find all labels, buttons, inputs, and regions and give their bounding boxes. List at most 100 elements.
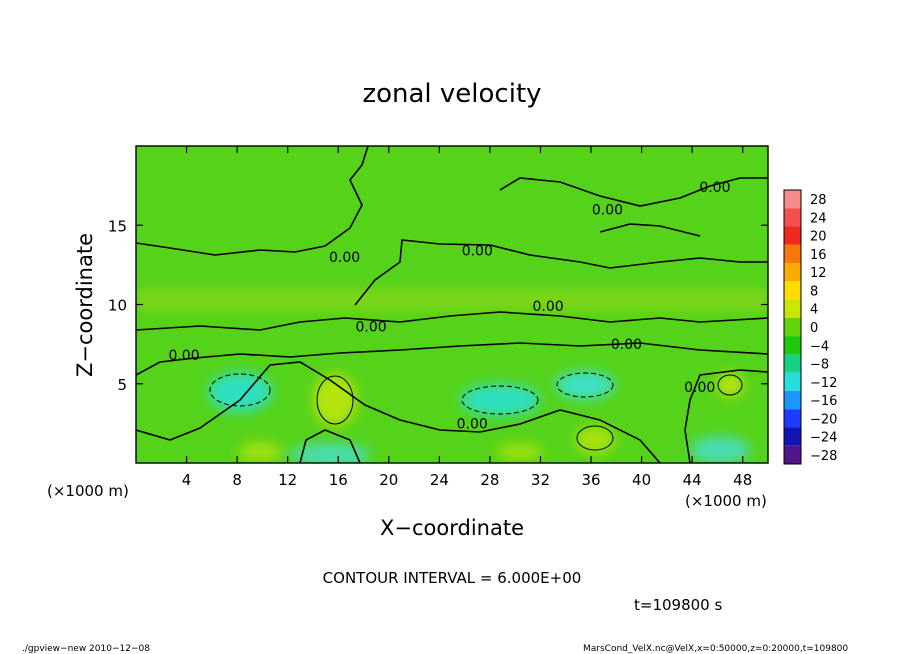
contour-line (299, 429, 361, 463)
positive-contour (316, 375, 354, 425)
negative-contours (209, 372, 614, 415)
x-unit-right: (×1000 m) (685, 492, 767, 510)
shade-cell (238, 442, 282, 462)
negative-contour (209, 373, 271, 407)
x-tick-label: 12 (278, 471, 297, 489)
positive-contour (576, 425, 614, 451)
contour-line (684, 369, 768, 463)
x-tick-label: 20 (379, 471, 398, 489)
footer-left: ./gpview−new 2010−12−08 (22, 644, 150, 654)
colorbar: 28 24 20 16 12 8 4 0 −4 −8 −12 −16 −20 −24 −28 (783, 189, 837, 465)
contour-line (136, 342, 768, 376)
colorbar-swatch (784, 208, 801, 227)
x-tick-label: 36 (581, 471, 600, 489)
colorbar-label: −8 (810, 358, 829, 373)
shade-cell (575, 426, 615, 454)
contour-label: 0.00 (457, 416, 488, 432)
velocity-field: 0.00 0.00 0.00 0.00 0.00 0.00 0.00 0.00 0.00 0.00 (136, 146, 768, 463)
colorbar-swatch (784, 336, 801, 355)
colorbar-label: 8 (810, 284, 818, 299)
negative-contour (461, 385, 539, 415)
contour-label: 0.00 (462, 244, 493, 260)
x-tick-label: 16 (329, 471, 348, 489)
x-tick-label: 8 (232, 471, 242, 489)
shade-cell (313, 374, 357, 426)
x-axis-ticks: 4 8 12 16 20 24 28 32 36 40 44 48 (182, 146, 752, 489)
colorbar-label: 12 (810, 266, 827, 281)
x-tick-label: 40 (632, 471, 651, 489)
shade-band (136, 290, 768, 310)
x-tick-label: 28 (480, 471, 499, 489)
contour-label: 0.00 (699, 180, 730, 196)
y-axis-ticks: 5 10 15 (108, 217, 768, 394)
contour-line (599, 223, 701, 237)
shade-cell (496, 444, 544, 460)
contour-label: 0.00 (356, 320, 387, 336)
shade-cell (460, 384, 540, 416)
shade-cell (555, 371, 615, 399)
x-tick-label: 44 (683, 471, 702, 489)
contour-labels: 0.00 0.00 0.00 0.00 0.00 0.00 0.00 0.00 0.00 0.00 (168, 180, 730, 432)
x-tick-label: 24 (430, 471, 449, 489)
colorbar-label: −20 (810, 412, 837, 427)
contour-label: 0.00 (532, 299, 563, 315)
colorbar-label: −12 (810, 376, 837, 391)
colorbar-label: −4 (810, 339, 829, 354)
footer-right: MarsCond_VelX.nc@VelX,x=0:50000,z=0:2000… (583, 644, 848, 654)
colorbar-label: 28 (810, 193, 827, 208)
time-label: t=109800 s (634, 596, 722, 614)
colorbar-swatch (784, 372, 801, 391)
colorbar-swatch (784, 244, 801, 264)
positive-contours (316, 374, 743, 451)
colorbar-swatch (784, 354, 801, 373)
colorbar-swatch (784, 299, 801, 318)
contour-line (136, 146, 369, 256)
colorbar-swatch (784, 317, 801, 337)
contour-label: 0.00 (168, 348, 199, 364)
colorbar-label: −28 (810, 449, 837, 464)
contour-line (136, 361, 661, 463)
colorbar-swatch (784, 226, 801, 245)
contour-line (499, 177, 768, 207)
y-tick-label: 15 (108, 217, 127, 235)
shade-cell (716, 373, 744, 397)
colorbar-label: 24 (810, 211, 827, 226)
contour-interval-note: CONTOUR INTERVAL = 6.000E+00 (323, 569, 582, 587)
positive-contour (717, 374, 743, 396)
colorbar-label: 20 (810, 230, 827, 245)
x-tick-label: 48 (733, 471, 752, 489)
chart-title: zonal velocity (362, 79, 541, 109)
x-axis-label: X−coordinate (380, 516, 524, 540)
shade-cell (290, 443, 370, 463)
contour-label: 0.00 (611, 337, 642, 353)
colorbar-swatch (784, 390, 801, 410)
contour-line (354, 239, 768, 306)
colorbar-label: −16 (810, 394, 837, 409)
x-unit-left: (×1000 m) (47, 482, 129, 500)
colorbar-swatch (784, 409, 801, 428)
contour-lines (136, 146, 768, 463)
colorbar-swatch (784, 445, 801, 464)
y-axis-label: Z−coordinate (73, 233, 97, 377)
colorbar-swatch (784, 263, 801, 282)
contour-label: 0.00 (329, 250, 360, 266)
x-tick-label: 32 (531, 471, 550, 489)
shade-cell (690, 436, 750, 463)
field-shading (136, 290, 768, 463)
colorbar-swatch (784, 281, 801, 300)
colorbar-label: −24 (810, 431, 837, 446)
contour-label: 0.00 (684, 380, 715, 396)
x-tick-label: 4 (182, 471, 192, 489)
colorbar-label: 0 (810, 321, 818, 336)
y-tick-label: 10 (108, 297, 127, 315)
colorbar-swatch (784, 190, 801, 209)
colorbar-label: 4 (810, 303, 818, 318)
contour-line (136, 311, 768, 331)
colorbar-frame (783, 189, 802, 465)
y-tick-label: 5 (117, 376, 127, 394)
colorbar-label: 16 (810, 248, 827, 263)
negative-contour (556, 372, 614, 398)
contour-label: 0.00 (592, 202, 623, 218)
colorbar-swatch (784, 427, 801, 446)
